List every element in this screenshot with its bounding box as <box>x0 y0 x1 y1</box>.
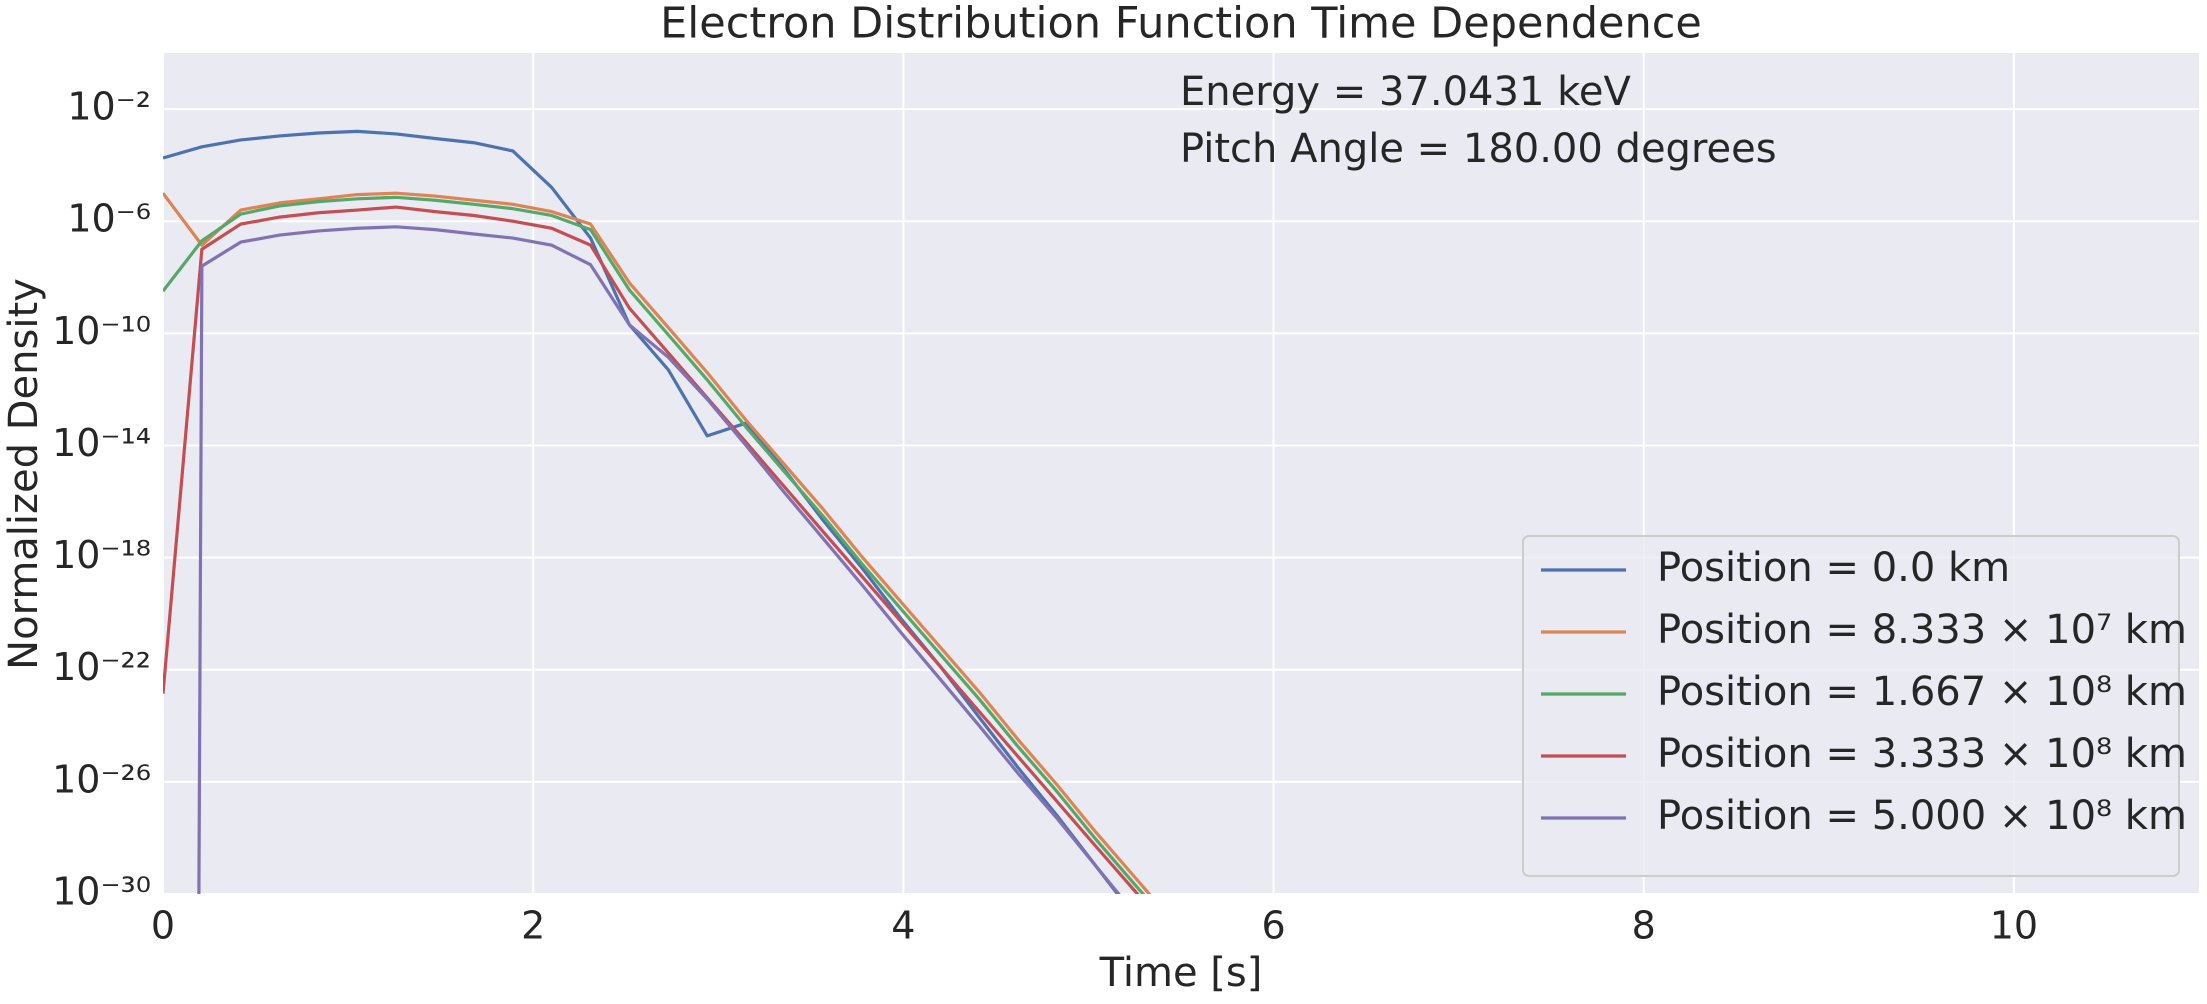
chart-title: Electron Distribution Function Time Depe… <box>660 0 1702 49</box>
series-line <box>163 195 1146 894</box>
legend-label: Position = 8.333 × 10⁷ km <box>1657 607 2187 653</box>
y-tick-label: 10⁻² <box>67 85 151 129</box>
series-line <box>163 205 1140 894</box>
y-tick-label: 10⁻²² <box>52 645 151 689</box>
legend-label: Position = 0.0 km <box>1657 545 2010 591</box>
x-tick-label: 0 <box>151 904 175 948</box>
legend-box <box>1522 535 2180 877</box>
series-line <box>197 225 1121 894</box>
y-tick-label: 10⁻⁶ <box>67 197 151 241</box>
y-tick-label: 10⁻¹⁸ <box>52 533 151 577</box>
x-tick-label: 8 <box>1632 904 1656 948</box>
annotation: Energy = 37.0431 keV <box>1180 69 1631 115</box>
x-tick-label: 4 <box>891 904 915 948</box>
annotation: Pitch Angle = 180.00 degrees <box>1180 126 1777 172</box>
legend: Position = 0.0 km Position = 8.333 × 10⁷ … <box>1522 535 2187 877</box>
series-line <box>163 129 1120 894</box>
legend-label: Position = 3.333 × 10⁸ km <box>1657 731 2187 777</box>
y-tick-label: 10⁻¹⁴ <box>52 421 151 465</box>
series-line <box>163 191 1152 894</box>
y-tick-label: 10⁻³⁰ <box>52 870 151 914</box>
lines <box>163 129 1152 894</box>
x-axis-label: Time [s] <box>1099 950 1263 996</box>
y-tick-label: 10⁻¹⁰ <box>52 309 151 353</box>
x-tick-label: 10 <box>1990 904 2038 948</box>
legend-label: Position = 5.000 × 10⁸ km <box>1657 793 2187 839</box>
y-axis-label: Normalized Density <box>1 278 47 670</box>
y-tick-label: 10⁻²⁶ <box>52 757 151 801</box>
legend-label: Position = 1.667 × 10⁸ km <box>1657 669 2187 715</box>
x-tick-label: 2 <box>521 904 545 948</box>
x-tick-label: 6 <box>1261 904 1285 948</box>
